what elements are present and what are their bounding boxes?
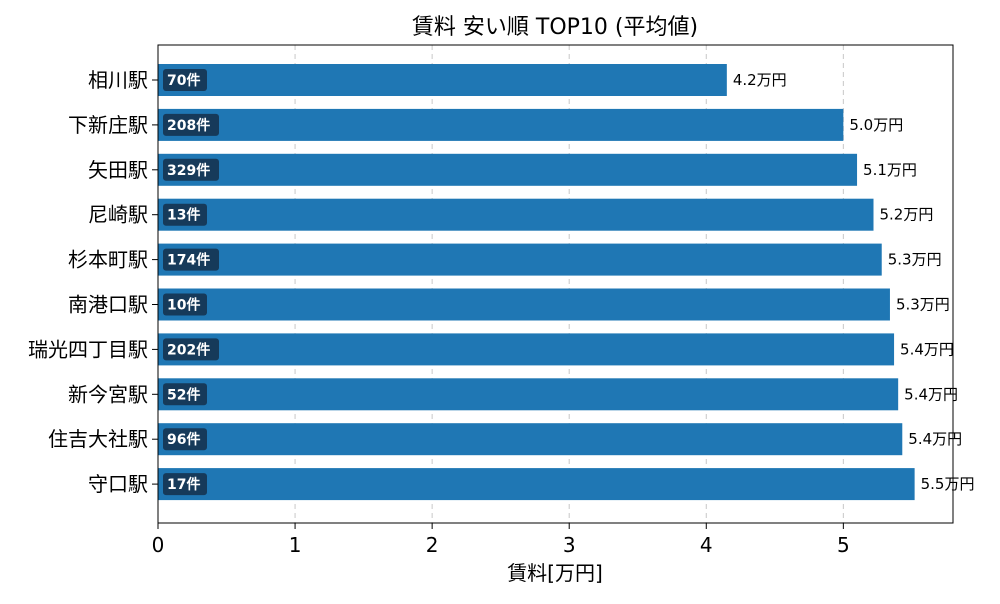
- x-tick-label: 3: [563, 533, 576, 557]
- count-label: 208件: [167, 117, 210, 134]
- value-label: 5.3万円: [896, 296, 950, 314]
- count-badge: [163, 113, 219, 136]
- count-label: 174件: [167, 252, 210, 269]
- count-label: 10件: [167, 297, 200, 314]
- bar: [158, 64, 727, 96]
- y-tick-label: 相川駅: [88, 68, 148, 92]
- y-tick-label: 住吉大社駅: [48, 427, 148, 451]
- x-axis-label: 賃料[万円]: [507, 561, 603, 585]
- count-label: 13件: [167, 207, 200, 224]
- y-tick-label: 矢田駅: [88, 158, 148, 182]
- y-tick-label: 瑞光四丁目駅: [28, 337, 148, 361]
- x-tick-label: 4: [700, 533, 713, 557]
- x-tick-label: 1: [289, 533, 302, 557]
- y-tick-label: 南港口駅: [68, 293, 148, 317]
- count-badge: [163, 69, 207, 91]
- count-badge: [163, 473, 207, 496]
- count-badge: [163, 338, 219, 361]
- y-tick-label: 杉本町駅: [68, 248, 148, 272]
- bar: [158, 468, 915, 501]
- count-badge: [163, 158, 219, 181]
- bar: [158, 288, 890, 321]
- chart-title: 賃料 安い順 TOP10 (平均値): [412, 15, 698, 40]
- bar: [158, 198, 874, 231]
- x-tick-label: 5: [837, 533, 850, 557]
- value-label: 5.4万円: [908, 430, 962, 448]
- value-label: 4.2万円: [733, 71, 787, 89]
- bar: [158, 333, 895, 366]
- bar: [158, 153, 858, 186]
- value-label: 5.5万円: [921, 475, 975, 493]
- value-label: 5.2万円: [880, 206, 934, 224]
- y-tick-label: 尼崎駅: [88, 203, 148, 227]
- count-label: 17件: [167, 476, 200, 493]
- bar: [158, 108, 844, 141]
- bars: 70件 4.2万円 208件 5.0万円 329件 5.1万円 13件 5.2万円 174件 5.…: [158, 64, 975, 501]
- value-label: 5.0万円: [849, 116, 903, 134]
- count-label: 70件: [167, 72, 200, 89]
- bar: [158, 378, 899, 411]
- y-tick-label: 守口駅: [88, 472, 148, 496]
- count-badge: [163, 248, 219, 271]
- value-label: 5.4万円: [904, 385, 958, 403]
- count-badge: [163, 293, 207, 316]
- x-axis-ticks: 0 1 2 3 4 5: [152, 523, 850, 557]
- count-label: 329件: [167, 162, 210, 179]
- count-badge: [163, 428, 207, 451]
- bar: [158, 243, 882, 276]
- value-label: 5.3万円: [888, 251, 942, 269]
- x-tick-label: 2: [426, 533, 439, 557]
- plot-frame: [157, 44, 954, 524]
- y-tick-label: 新今宮駅: [68, 382, 148, 406]
- count-badge: [163, 203, 207, 226]
- count-label: 52件: [167, 386, 200, 403]
- value-label: 5.1万円: [863, 161, 917, 179]
- count-badge: [163, 383, 207, 406]
- y-tick-label: 下新庄駅: [68, 113, 148, 137]
- value-label: 5.4万円: [900, 340, 954, 358]
- count-label: 96件: [167, 431, 200, 448]
- x-tick-label: 0: [152, 533, 165, 557]
- count-label: 202件: [167, 341, 210, 358]
- bar: [158, 423, 903, 456]
